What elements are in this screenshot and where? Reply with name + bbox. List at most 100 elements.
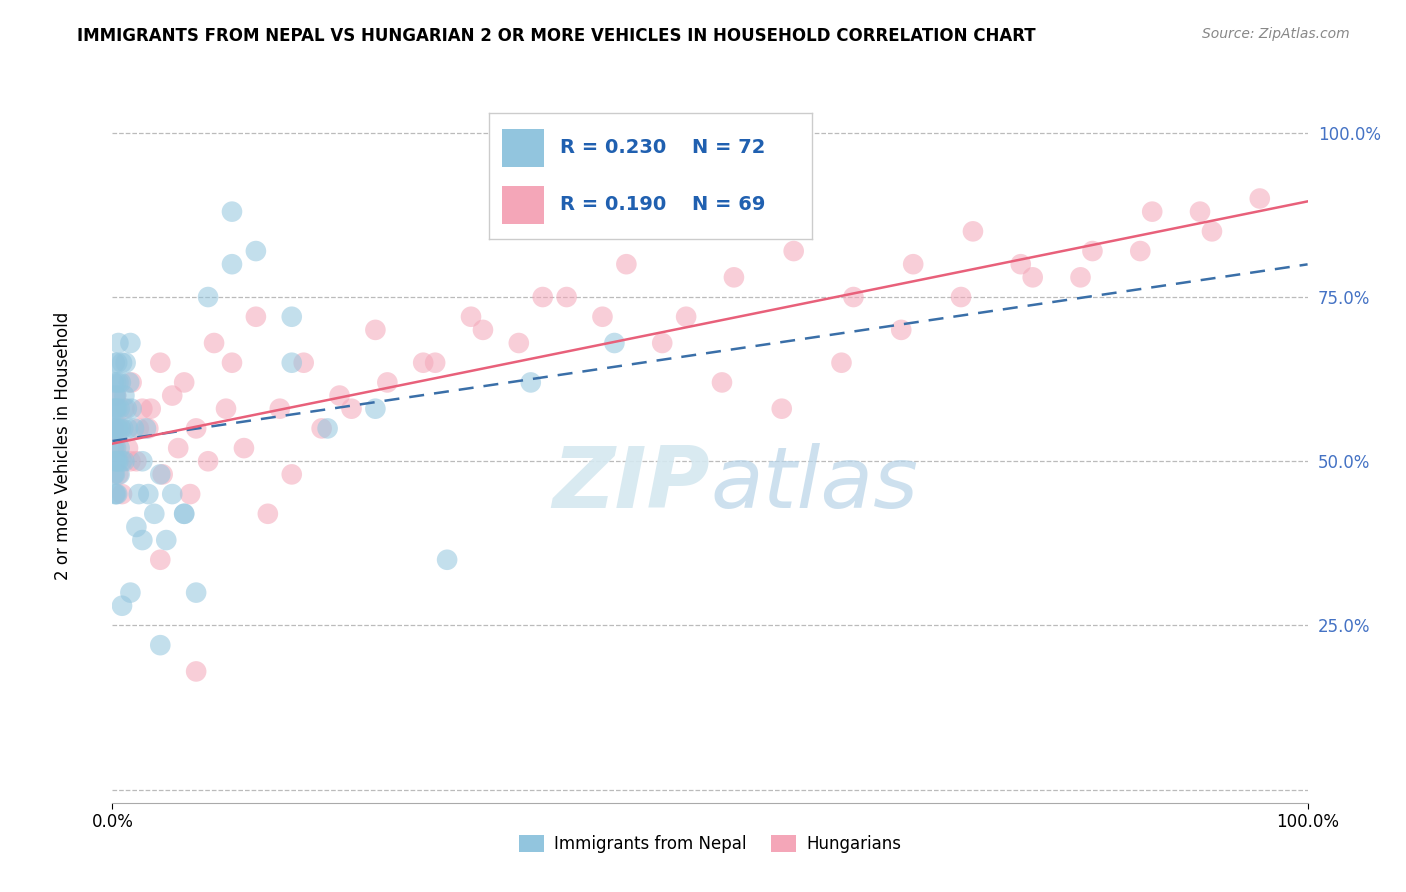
Point <box>149 638 172 652</box>
Point <box>425 356 447 370</box>
Point <box>460 310 482 324</box>
Point <box>831 356 853 370</box>
Point <box>120 585 142 599</box>
Point <box>233 441 256 455</box>
Point <box>103 376 125 390</box>
Point <box>131 401 153 416</box>
Point <box>122 421 145 435</box>
Point <box>110 376 132 390</box>
Point <box>117 421 139 435</box>
Text: atlas: atlas <box>710 443 918 526</box>
Point <box>162 487 183 501</box>
Point <box>111 599 134 613</box>
Point <box>107 336 129 351</box>
Point <box>138 421 160 435</box>
Point <box>111 356 134 370</box>
Point <box>377 376 399 390</box>
Point <box>120 454 142 468</box>
Point <box>104 441 127 455</box>
Point <box>105 454 128 468</box>
Text: ZIP: ZIP <box>553 443 710 526</box>
Legend: Immigrants from Nepal, Hungarians: Immigrants from Nepal, Hungarians <box>512 828 908 860</box>
Point <box>149 467 172 482</box>
Point <box>107 421 129 435</box>
Point <box>125 454 148 468</box>
Point <box>108 441 131 455</box>
Point <box>111 487 134 501</box>
Point <box>104 421 127 435</box>
Point <box>173 507 195 521</box>
Point <box>1081 244 1104 258</box>
Point <box>221 204 243 219</box>
Point <box>115 401 138 416</box>
Point <box>197 454 219 468</box>
Point <box>110 421 132 435</box>
Point <box>104 467 127 482</box>
Point <box>186 421 208 435</box>
Point <box>603 336 626 351</box>
Point <box>723 270 745 285</box>
Point <box>186 585 208 599</box>
Point <box>105 421 128 435</box>
Point <box>131 454 153 468</box>
Point <box>105 356 128 370</box>
Point <box>110 421 132 435</box>
Point <box>128 421 150 435</box>
Point <box>436 553 458 567</box>
Point <box>412 356 434 370</box>
Point <box>316 421 339 435</box>
Point <box>105 487 128 501</box>
Point <box>364 323 387 337</box>
Point <box>104 454 127 468</box>
Point <box>962 224 984 238</box>
Point <box>108 401 131 416</box>
Point <box>651 336 673 351</box>
Point <box>592 310 614 324</box>
Point <box>1070 270 1092 285</box>
Point <box>139 401 162 416</box>
Text: IMMIGRANTS FROM NEPAL VS HUNGARIAN 2 OR MORE VEHICLES IN HOUSEHOLD CORRELATION C: IMMIGRANTS FROM NEPAL VS HUNGARIAN 2 OR … <box>77 27 1036 45</box>
Point <box>162 388 183 402</box>
Point <box>531 290 554 304</box>
Point <box>555 290 578 304</box>
Point <box>149 356 172 370</box>
Point <box>221 356 243 370</box>
Point <box>120 336 142 351</box>
Point <box>215 401 238 416</box>
Point <box>105 388 128 402</box>
Point <box>128 487 150 501</box>
Point <box>107 467 129 482</box>
Point <box>202 336 225 351</box>
Point <box>903 257 925 271</box>
Point <box>105 376 128 390</box>
Point <box>472 323 495 337</box>
Point <box>118 376 141 390</box>
Point <box>842 290 865 304</box>
Point <box>950 290 973 304</box>
Point <box>152 467 174 482</box>
Point <box>1010 257 1032 271</box>
Point <box>364 401 387 416</box>
Point <box>1142 204 1164 219</box>
Point <box>105 487 128 501</box>
Point <box>281 467 304 482</box>
Point <box>329 388 352 402</box>
Point <box>173 507 195 521</box>
Point <box>104 356 127 370</box>
Point <box>105 401 128 416</box>
Point <box>117 441 139 455</box>
Point <box>103 421 125 435</box>
Point <box>105 388 128 402</box>
Point <box>292 356 315 370</box>
Point <box>675 310 697 324</box>
Point <box>155 533 177 547</box>
Point <box>281 310 304 324</box>
Point <box>890 323 912 337</box>
Point <box>616 257 638 271</box>
Point <box>103 467 125 482</box>
Text: 2 or more Vehicles in Household: 2 or more Vehicles in Household <box>55 312 72 580</box>
Point <box>114 454 135 468</box>
Point <box>1189 204 1212 219</box>
Point <box>149 553 172 567</box>
Point <box>104 388 127 402</box>
